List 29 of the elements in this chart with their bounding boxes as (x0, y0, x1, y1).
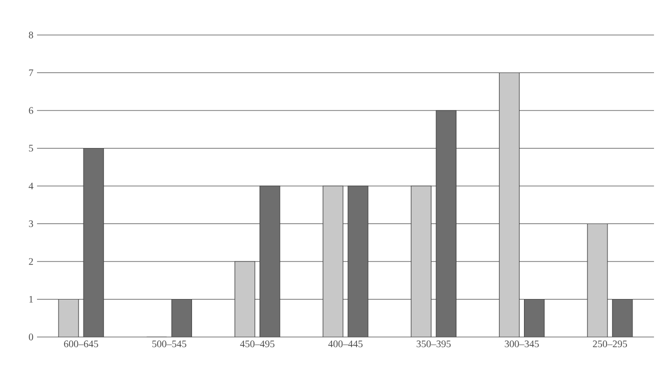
x-tick-label: 350–395 (416, 340, 451, 348)
bar (612, 298, 633, 337)
x-tick-label: 500–545 (152, 340, 186, 348)
x-tick-label: 300–345 (504, 340, 539, 348)
y-tick-label: 3 (28, 220, 34, 228)
bar (260, 186, 280, 337)
x-tick-label: 600–645 (64, 340, 98, 348)
bar (524, 298, 545, 337)
bar (234, 261, 256, 337)
y-tick-label: 1 (29, 296, 33, 303)
y-tick-label: 8 (28, 32, 34, 38)
y-tick-label: 2 (28, 258, 33, 265)
bar (171, 298, 192, 337)
y-tick-label: 0 (28, 334, 34, 340)
y-tick-label: 6 (28, 107, 34, 114)
bar (410, 186, 432, 337)
bar (58, 298, 79, 337)
y-tick-label: 5 (29, 144, 34, 152)
bar (348, 186, 368, 337)
y-tick-label: 7 (29, 69, 34, 76)
y-tick-label: 4 (28, 182, 34, 190)
x-tick-label: 450–495 (240, 340, 274, 348)
x-tick-label: 400–445 (328, 340, 363, 348)
bar (587, 223, 608, 337)
bar (498, 72, 520, 337)
bar (436, 110, 456, 337)
x-tick-label: 250–295 (592, 340, 627, 348)
bar (83, 148, 104, 337)
bar (322, 186, 344, 337)
